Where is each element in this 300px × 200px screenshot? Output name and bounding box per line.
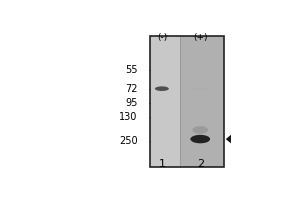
- Text: 55: 55: [125, 65, 137, 75]
- Text: 250: 250: [119, 136, 137, 146]
- Bar: [150, 36, 181, 167]
- Ellipse shape: [192, 126, 208, 134]
- Text: 2: 2: [197, 159, 204, 169]
- Ellipse shape: [194, 87, 206, 90]
- Text: (+): (+): [193, 33, 208, 42]
- Bar: [181, 36, 224, 167]
- Text: 72: 72: [125, 84, 137, 94]
- Text: 95: 95: [125, 98, 137, 108]
- Ellipse shape: [155, 86, 169, 91]
- Text: (-): (-): [157, 33, 167, 42]
- Text: 1: 1: [158, 159, 165, 169]
- Text: 130: 130: [119, 112, 137, 122]
- Ellipse shape: [190, 135, 210, 143]
- Polygon shape: [226, 135, 231, 143]
- Bar: [150, 36, 224, 167]
